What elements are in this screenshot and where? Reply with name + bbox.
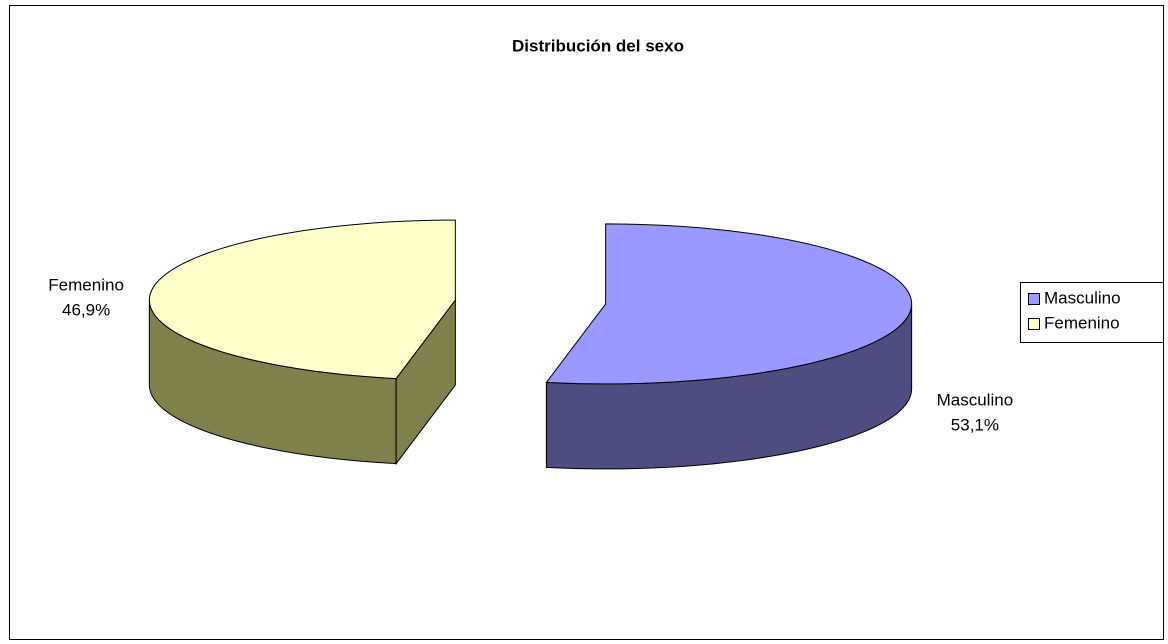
legend-swatch <box>1028 318 1040 330</box>
legend-label: Femenino <box>1044 313 1120 332</box>
data-label-category: Femenino <box>48 276 124 295</box>
data-label-value: 53,1% <box>951 415 999 434</box>
data-label-category: Masculino <box>937 390 1014 409</box>
slice <box>148 219 456 380</box>
slice <box>545 223 913 385</box>
chart-title: Distribución del sexo <box>512 36 684 55</box>
data-label-value: 46,9% <box>62 301 110 320</box>
legend-box <box>1020 282 1164 343</box>
legend-label: Masculino <box>1044 288 1121 307</box>
legend-swatch <box>1028 293 1040 305</box>
